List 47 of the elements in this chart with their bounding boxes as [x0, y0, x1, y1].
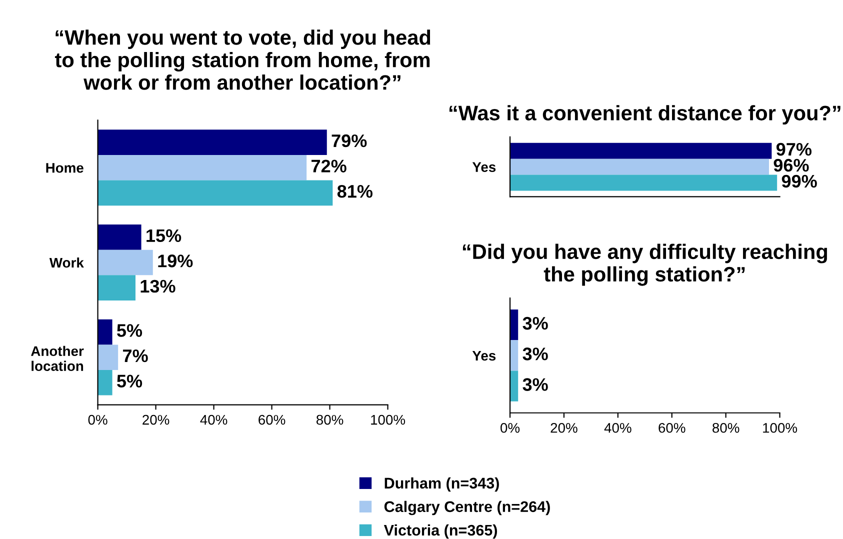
chart-title: “Was it a convenient distance for you?”: [449, 105, 840, 125]
x-tick-label: 60%: [658, 422, 686, 433]
bar: [98, 275, 136, 300]
text: 3%: [522, 348, 548, 360]
text: 3%: [522, 378, 548, 391]
text: 5%: [117, 374, 142, 388]
text: 3%: [522, 316, 548, 330]
y-tick-label: Home: [46, 163, 84, 173]
text: 81%: [337, 184, 373, 198]
x-tick-label: 80%: [712, 422, 740, 433]
y-tick-label: Work: [49, 257, 84, 268]
x-tick-label: 40%: [200, 414, 228, 425]
x-tick-label: 0%: [500, 422, 520, 433]
x-tick-label: 40%: [604, 422, 632, 433]
text: 15%: [146, 229, 182, 242]
bar: [98, 370, 112, 396]
x-tick-label: 60%: [258, 414, 286, 425]
text: 19%: [158, 254, 193, 268]
y-tick-label: Another location: [31, 346, 84, 372]
text: 96%: [774, 158, 809, 172]
text: 99%: [782, 174, 817, 188]
bar: [98, 130, 327, 155]
x-tick-label: 80%: [316, 414, 344, 425]
y-tick-label: Yes: [472, 162, 496, 172]
text: 13%: [140, 280, 176, 293]
legend-label: Durham (n=343): [384, 477, 499, 492]
x-tick-label: 100%: [763, 422, 798, 433]
x-tick-label: 0%: [88, 414, 108, 425]
x-tick-label: 20%: [142, 414, 170, 425]
text: 97%: [776, 142, 812, 156]
chart-title: “When you went to vote, did you head to the polling station from home, from work or from another location?”: [54, 30, 430, 90]
bar: [98, 224, 142, 250]
legend-label: Calgary Centre (n=264): [384, 500, 550, 516]
bar: [98, 344, 118, 370]
bar: [98, 319, 112, 345]
text: 79%: [332, 134, 367, 148]
text: 72%: [312, 160, 346, 172]
x-tick-label: 20%: [550, 422, 578, 433]
bar: [98, 180, 333, 206]
bar: [98, 154, 307, 180]
text: 7%: [123, 349, 148, 362]
x-tick-label: 100%: [371, 414, 406, 425]
chart-title: “Did you have any difficulty reaching the polling station?”: [462, 244, 828, 286]
bar: [98, 250, 153, 276]
legend-label: Victoria (n=365): [384, 524, 497, 539]
y-tick-label: Yes: [472, 350, 496, 361]
text: 5%: [117, 324, 142, 337]
